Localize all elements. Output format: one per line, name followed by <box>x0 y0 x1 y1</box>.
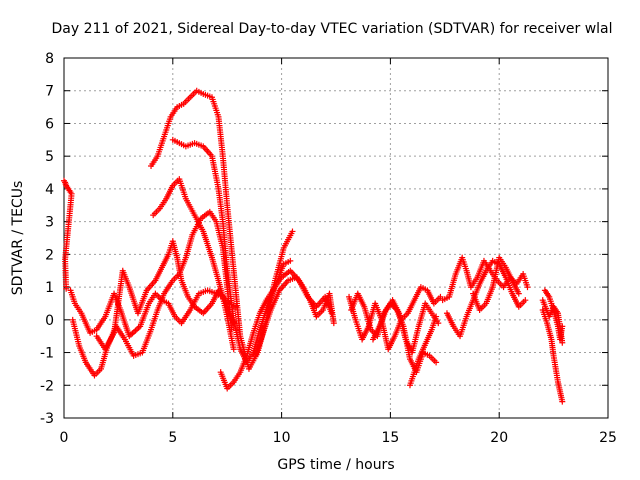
data-point <box>63 285 70 292</box>
y-tick-label: 7 <box>45 84 54 100</box>
axis-ticks: 0 5 10 15 20 25 -3 -2 -1 0 1 2 3 4 5 6 7 8 <box>40 51 617 446</box>
x-tick-label: 0 <box>60 430 69 446</box>
x-tick-label: 20 <box>490 430 508 446</box>
x-tick-label: 5 <box>168 430 177 446</box>
y-tick-label: 4 <box>45 182 54 198</box>
data-point <box>524 284 531 291</box>
grid <box>64 58 608 418</box>
data-point <box>437 293 444 300</box>
series-early_pts <box>61 177 75 292</box>
data-point <box>230 346 237 353</box>
y-axis-label: SDTVAR / TECUs <box>10 181 26 296</box>
y-tick-label: 1 <box>45 280 54 296</box>
data-point <box>433 313 440 320</box>
data-point <box>515 290 522 297</box>
data-point <box>330 320 337 327</box>
series-trace_o <box>470 254 522 313</box>
y-tick-label: 0 <box>45 313 54 329</box>
series-trace_b <box>69 208 235 379</box>
series-trace_r <box>539 297 566 346</box>
chart-title: Day 211 of 2021, Sidereal Day-to-day VTE… <box>51 21 612 37</box>
data-point <box>522 297 529 304</box>
data-point <box>287 257 294 264</box>
series-trace_m <box>439 254 531 304</box>
data-point <box>433 359 440 366</box>
y-tick-label: -3 <box>40 411 54 427</box>
plot-frame <box>63 57 609 419</box>
series-trace_d <box>150 176 237 353</box>
x-tick-label: 10 <box>273 430 291 446</box>
data-point <box>559 398 566 405</box>
data-point <box>559 339 566 346</box>
y-tick-label: 5 <box>45 149 54 165</box>
series-trace_h <box>252 274 337 359</box>
series-trace_q <box>539 307 566 405</box>
x-axis-label: GPS time / hours <box>277 457 394 473</box>
y-tick-label: 8 <box>45 51 54 67</box>
series-trace_l <box>406 313 440 389</box>
y-tick-label: 2 <box>45 247 54 263</box>
data-points <box>61 87 566 405</box>
series-trace_i <box>346 284 444 353</box>
series-trace_k <box>369 297 442 356</box>
x-tick-label: 25 <box>599 430 617 446</box>
y-tick-label: 6 <box>45 116 54 132</box>
x-tick-label: 15 <box>381 430 399 446</box>
y-tick-label: -2 <box>40 378 54 394</box>
y-tick-label: -1 <box>40 346 54 362</box>
series-trace_f <box>148 87 296 372</box>
y-tick-label: 3 <box>45 215 54 231</box>
data-point <box>289 228 296 235</box>
